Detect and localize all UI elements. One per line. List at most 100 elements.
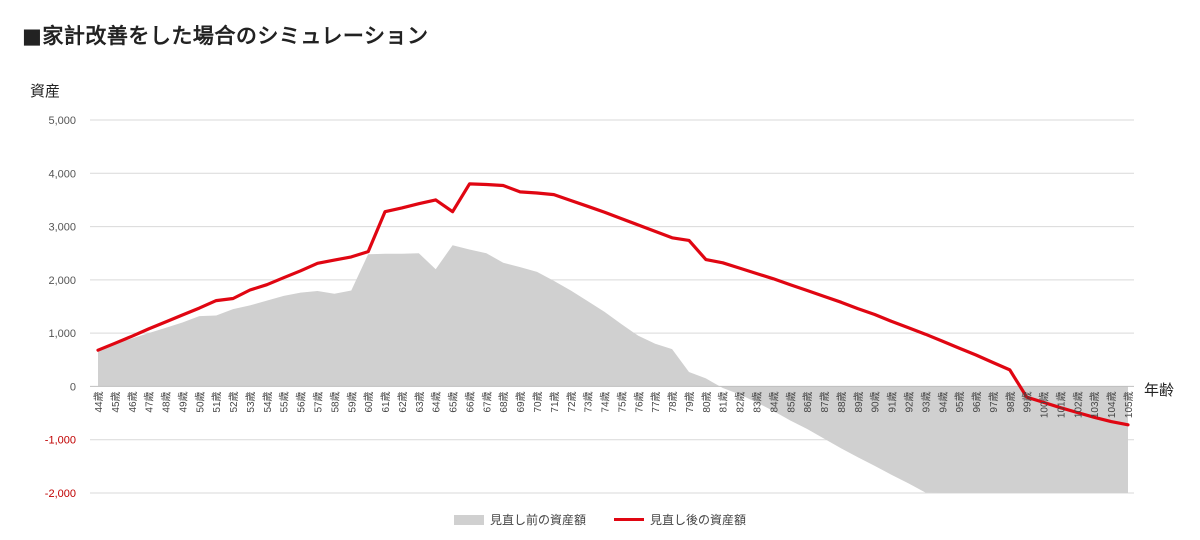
series-point-after [164, 321, 167, 323]
series-point-after [789, 283, 792, 286]
x-tick-label: 88歳 [836, 391, 848, 412]
series-area-before [98, 245, 1128, 493]
series-point-after [1110, 420, 1112, 423]
x-tick-label: 96歳 [971, 391, 983, 412]
series-point-after [316, 262, 319, 265]
x-tick-label: 84歳 [768, 391, 780, 412]
series-line-after [96, 182, 1130, 427]
series-point-after [772, 277, 775, 280]
series-point-after [451, 210, 454, 213]
legend-label-before: 見直し前の資産額 [489, 513, 586, 527]
series-point-after [553, 193, 555, 196]
series-point-after [282, 276, 285, 279]
x-tick-label: 100歳 [1039, 391, 1051, 418]
x-tick-label: 86歳 [802, 391, 814, 412]
series-point-after [130, 335, 133, 338]
x-tick-label: 65歳 [448, 391, 460, 412]
series-point-after [519, 191, 521, 193]
x-tick-label: 53歳 [245, 391, 257, 412]
series-point-after [468, 183, 471, 185]
series-point-after [958, 347, 960, 349]
x-tick-label: 82歳 [735, 391, 747, 412]
series-point-after [907, 327, 910, 329]
x-tick-label: 44歳 [93, 391, 105, 412]
x-tick-label: 76歳 [633, 391, 645, 412]
x-tick-label: 79歳 [684, 391, 696, 412]
series-point-after [620, 217, 623, 220]
series-point-after [755, 272, 758, 275]
series-point-after [586, 205, 589, 208]
x-tick-label: 85歳 [785, 391, 797, 412]
x-tick-label: 60歳 [363, 391, 375, 412]
x-tick-label: 102歳 [1072, 391, 1084, 418]
series-point-after [806, 289, 808, 292]
x-tick-label: 70歳 [532, 391, 544, 412]
x-tick-label: 68歳 [498, 391, 510, 412]
series-point-after [114, 342, 116, 345]
series-point-after [367, 250, 369, 253]
x-tick-label: 54歳 [262, 391, 274, 412]
x-tick-label: 91歳 [887, 391, 899, 412]
series-point-after [890, 320, 893, 323]
x-tick-label: 81歳 [718, 391, 730, 412]
series-point-after [1076, 411, 1079, 414]
series-point-after [738, 267, 741, 269]
x-tick-label: 83歳 [752, 391, 764, 412]
x-tick-label: 78歳 [667, 391, 679, 412]
series-point-after [688, 239, 690, 242]
x-tick-label: 59歳 [346, 391, 358, 412]
x-tick-label: 55歳 [279, 391, 291, 412]
series-point-after [992, 361, 994, 364]
legend-item-after: 見直し後の資産額 [614, 511, 746, 528]
series-point-after [603, 211, 606, 213]
legend-swatch-area [453, 514, 484, 525]
x-tick-label: 74歳 [600, 391, 612, 412]
series-point-after [823, 295, 825, 298]
x-tick-label: 105歳 [1123, 391, 1135, 418]
series-point-after [147, 328, 150, 330]
series-point-after [1093, 416, 1096, 419]
x-tick-label: 61歳 [380, 391, 392, 412]
x-tick-label: 104歳 [1106, 391, 1118, 418]
x-tick-label: 67歳 [481, 391, 493, 412]
y-tick-label: 2,000 [48, 275, 76, 287]
x-tick-label: 73歳 [583, 391, 595, 412]
series-point-after [502, 184, 505, 187]
x-tick-label: 62歳 [397, 391, 409, 412]
x-tick-label: 94歳 [937, 391, 949, 412]
x-tick-label: 87歳 [819, 391, 831, 412]
series-point-after [333, 259, 336, 261]
series-point-after [198, 307, 201, 309]
x-tick-label: 46歳 [127, 391, 139, 412]
x-tick-label: 75歳 [616, 391, 628, 412]
legend-label-after: 見直し後の資産額 [650, 513, 747, 527]
series-point-after [485, 183, 488, 186]
series-point-after [266, 283, 268, 286]
series-point-after [705, 258, 707, 261]
x-tick-label: 50歳 [194, 391, 206, 412]
series-point-after [1042, 401, 1045, 404]
series-point-after [536, 192, 538, 194]
x-tick-label: 51歳 [211, 391, 223, 412]
x-tick-label: 49歳 [177, 391, 189, 412]
series-point-after [299, 269, 302, 272]
x-tick-label: 58歳 [329, 391, 341, 412]
series-point-after [941, 340, 944, 342]
series-point-after [1059, 406, 1062, 409]
y-tick-label: -2,000 [45, 488, 76, 500]
legend-item-before: 見直し前の資産額 [453, 511, 586, 528]
x-tick-label: 57歳 [313, 391, 325, 412]
chart-title: ■家計改善をした場合のシミュレーション [22, 24, 429, 48]
series-point-after [857, 307, 859, 310]
y-tick-label: 3,000 [48, 222, 76, 234]
series-point-after [873, 313, 876, 316]
series-point-after [1127, 423, 1129, 426]
series-point-after [350, 256, 353, 258]
x-tick-label: 66歳 [464, 391, 476, 412]
x-tick-label: 69歳 [515, 391, 527, 412]
series-point-after [401, 207, 403, 209]
series-point-after [569, 199, 572, 202]
x-tick-label: 90歳 [870, 391, 882, 412]
x-tick-label: 56歳 [296, 391, 308, 412]
